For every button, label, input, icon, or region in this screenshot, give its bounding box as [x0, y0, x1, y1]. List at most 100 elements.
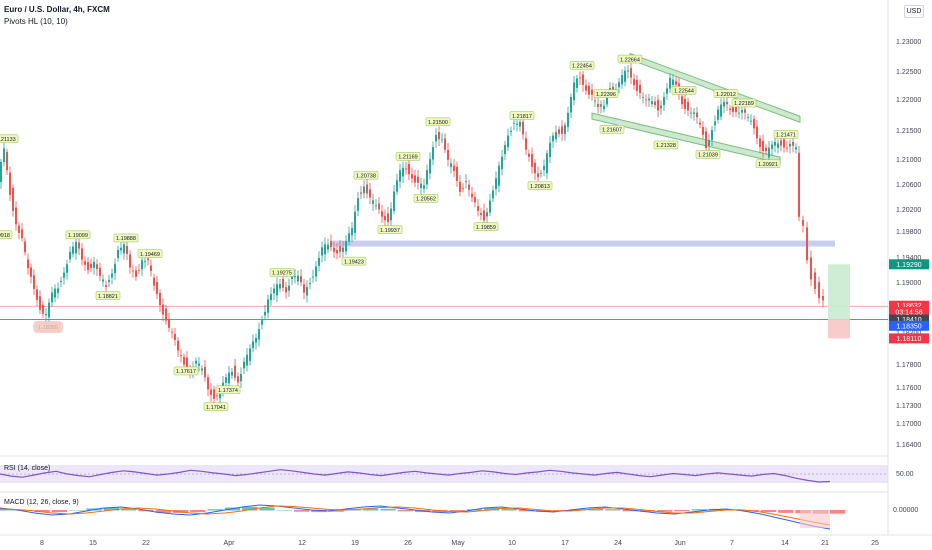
candle-body	[72, 246, 74, 254]
candle-body	[30, 267, 32, 277]
candle-body	[0, 161, 2, 183]
candle-body	[729, 108, 731, 110]
pivot-label: 1.21607	[602, 127, 622, 133]
pivot-label: 1.19275	[272, 271, 292, 277]
time-tick-label: 26	[404, 540, 412, 547]
candle-body	[252, 341, 254, 349]
pivot-label-box	[203, 402, 229, 412]
candle-body	[171, 331, 173, 333]
candle-body	[795, 147, 797, 150]
candle-body	[468, 184, 470, 190]
candle-body	[735, 104, 737, 112]
candle-body	[78, 242, 80, 249]
candle-body	[426, 170, 428, 185]
candle-body	[354, 211, 356, 233]
price-tick-label: 1.19000	[896, 280, 921, 287]
candle-body	[366, 184, 368, 194]
candle-body	[84, 261, 86, 265]
candle-body	[639, 84, 641, 94]
time-tick-label: 19	[351, 540, 359, 547]
candle-body	[570, 96, 572, 113]
macd-signal-line	[0, 505, 831, 526]
time-tick-label: 8	[40, 540, 44, 547]
pivot-label-box	[731, 98, 757, 108]
candle-body	[516, 123, 518, 125]
pivot-label: 1.19423	[344, 259, 364, 265]
candle-body	[393, 191, 395, 211]
candle-body	[51, 292, 53, 303]
candle-body	[818, 282, 820, 299]
candle-body	[489, 200, 491, 213]
macd-bar	[51, 510, 68, 513]
candle-body	[814, 272, 816, 289]
macd-bar	[69, 510, 85, 511]
pivot-label: 1.19099	[68, 233, 88, 239]
candle-body	[651, 101, 653, 105]
candle-body	[786, 147, 788, 149]
candle-body	[552, 135, 554, 142]
candle-body	[198, 363, 200, 366]
candle-body	[705, 131, 707, 148]
candle-body	[6, 152, 8, 171]
pivot-label-box	[509, 111, 535, 120]
candle-body	[387, 213, 389, 222]
price-tick-label: 1.23000	[896, 39, 921, 46]
price-tick-label: 1.20200	[896, 207, 921, 214]
candle-body	[507, 135, 509, 148]
candle-body	[204, 366, 206, 378]
time-tick-label: 24	[614, 540, 622, 547]
support-zone	[330, 240, 835, 247]
candle-body	[180, 355, 182, 357]
candle-body	[765, 147, 767, 152]
candle-body	[273, 288, 275, 294]
candle-body	[774, 142, 776, 146]
candle-body	[696, 112, 698, 118]
candle-body	[318, 257, 320, 266]
candle-body	[762, 141, 764, 152]
candle-body	[783, 139, 785, 148]
candle-body	[378, 203, 380, 210]
candle-body	[732, 105, 734, 112]
candle-body	[513, 122, 515, 124]
price-tick-label: 1.19800	[896, 229, 921, 236]
candle-body	[123, 244, 125, 254]
pivot-label-box	[755, 159, 781, 169]
candle-body	[594, 100, 596, 102]
candle-body	[405, 168, 407, 170]
candle-body	[498, 165, 500, 186]
candle-body	[228, 372, 230, 384]
macd-line	[0, 504, 831, 530]
price-axis-tag	[889, 320, 929, 331]
candle-body	[738, 112, 740, 114]
time-tick-label: 22	[142, 540, 150, 547]
candle-body	[267, 299, 269, 313]
pivot-label-box	[599, 125, 625, 134]
candle-body	[585, 85, 587, 91]
candle-body	[183, 356, 185, 365]
candle-body	[723, 101, 725, 107]
candle-body	[75, 241, 77, 254]
macd-bar	[518, 510, 535, 512]
pivot-label-box	[0, 134, 19, 144]
candle-body	[603, 105, 605, 110]
pivot-label-box	[593, 89, 619, 98]
candle-body	[12, 187, 14, 211]
candle-body	[798, 152, 800, 217]
currency-button[interactable]: USD	[904, 5, 924, 18]
candle-body	[48, 302, 50, 318]
macd-level-label: 0.00000	[893, 507, 918, 514]
time-tick-label: 15	[89, 540, 97, 547]
macd-bar	[397, 510, 413, 512]
candle-body	[408, 163, 410, 175]
candle-body	[750, 120, 752, 122]
price-tick-label: 1.21500	[896, 128, 921, 135]
pivot-label-box	[671, 86, 697, 95]
candle-body	[126, 245, 128, 254]
macd-bar	[380, 508, 396, 511]
candle-body	[519, 121, 521, 127]
candle-body	[582, 74, 584, 85]
candle-body	[528, 153, 530, 157]
price-axis-tag	[889, 333, 929, 344]
candle-body	[642, 97, 644, 98]
